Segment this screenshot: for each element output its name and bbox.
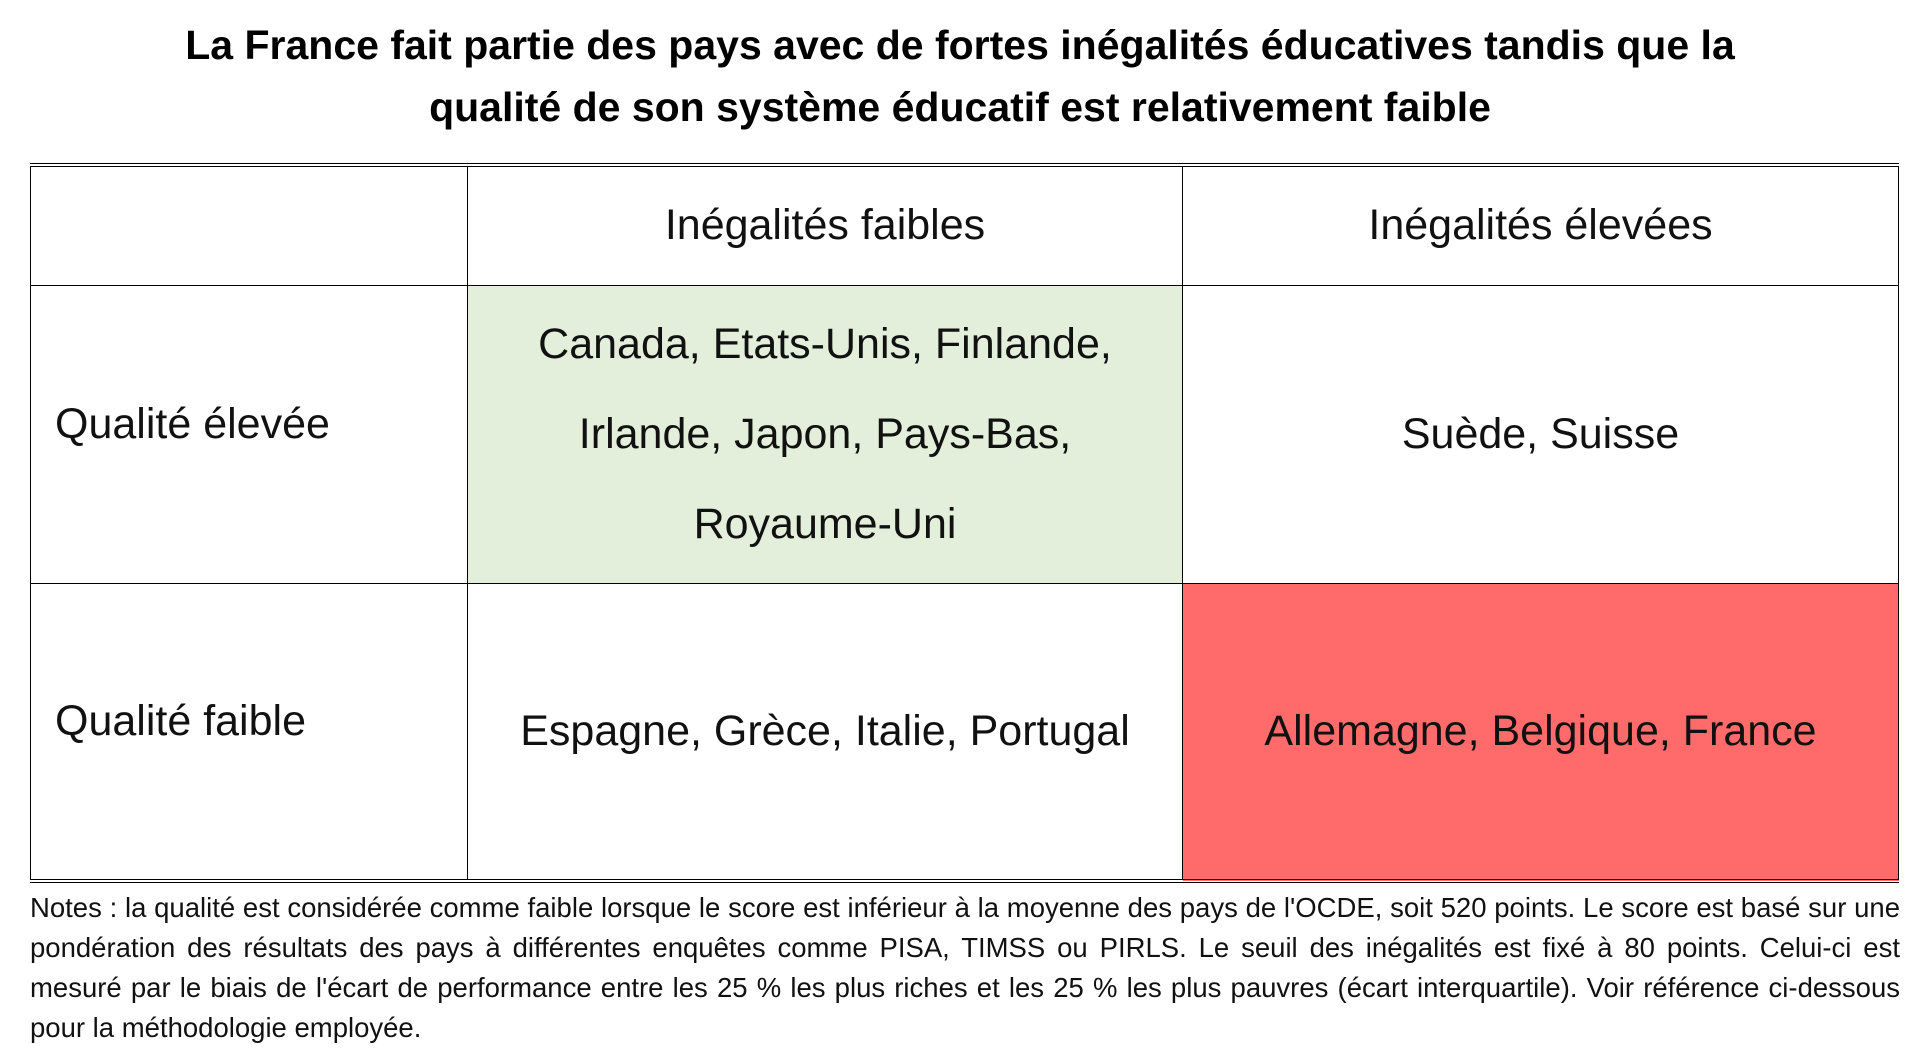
column-header-low-inequality: Inégalités faibles bbox=[467, 164, 1183, 286]
country-list-line: Irlande, Japon, Pays-Bas, bbox=[578, 410, 1072, 458]
title-line-2: qualité de son système éducatif est rela… bbox=[429, 84, 1491, 130]
cell-high-quality-low-inequality: Canada, Etats-Unis, Finlande, Irlande, J… bbox=[467, 284, 1183, 584]
cell-low-quality-high-inequality: Allemagne, Belgique, France bbox=[1182, 582, 1899, 882]
cell-high-quality-high-inequality: Suède, Suisse bbox=[1182, 284, 1899, 584]
row-label-low-quality: Qualité faible bbox=[30, 582, 468, 882]
row-label-high-quality: Qualité élevée bbox=[30, 284, 468, 584]
country-list-line: Espagne, Grèce, Italie, Portugal bbox=[520, 707, 1130, 756]
notes-text: Notes : la qualité est considérée comme … bbox=[30, 892, 1900, 1043]
row-low-quality: Qualité faible Espagne, Grèce, Italie, P… bbox=[30, 582, 1899, 882]
country-list-line: Canada, Etats-Unis, Finlande, bbox=[538, 320, 1112, 368]
header-row: Inégalités faibles Inégalités élevées bbox=[30, 164, 1899, 286]
row-label-text: Qualité élevée bbox=[55, 399, 330, 448]
title-line-1: La France fait partie des pays avec de f… bbox=[185, 22, 1735, 68]
page-title: La France fait partie des pays avec de f… bbox=[40, 14, 1880, 138]
country-list-line: Suède, Suisse bbox=[1401, 410, 1680, 458]
cell-low-quality-low-inequality: Espagne, Grèce, Italie, Portugal bbox=[467, 582, 1183, 882]
row-high-quality: Qualité élevée Canada, Etats-Unis, Finla… bbox=[30, 284, 1899, 584]
column-header-high-inequality: Inégalités élevées bbox=[1182, 164, 1899, 286]
corner-cell bbox=[30, 164, 468, 286]
row-label-text: Qualité faible bbox=[55, 696, 306, 745]
country-list-line: Allemagne, Belgique, France bbox=[1264, 707, 1817, 756]
country-list-line: Royaume-Uni bbox=[693, 500, 957, 548]
quality-inequality-matrix: Inégalités faibles Inégalités élevées Qu… bbox=[30, 163, 1899, 883]
